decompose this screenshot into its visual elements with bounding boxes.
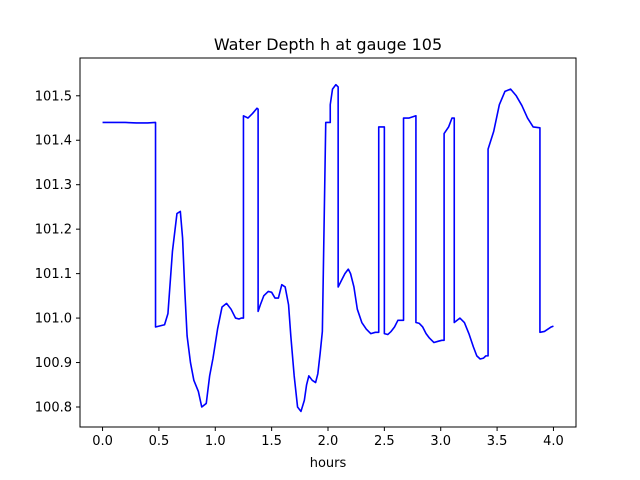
y-tick-label: 100.9 [35,356,72,371]
x-tick-label: 4.0 [543,434,564,449]
y-tick-label: 101.2 [35,223,72,238]
y-tick-label: 100.8 [35,400,72,415]
y-tick-label: 101.4 [35,134,72,149]
x-tick-label: 2.0 [318,434,339,449]
x-axis-label: hours [310,456,347,471]
x-tick-label: 2.5 [374,434,395,449]
plot-area [102,83,554,413]
y-tick-label: 101.3 [35,178,72,193]
plot-frame [79,57,577,428]
x-tick-label: 3.5 [487,434,508,449]
x-tick-label: 0.5 [149,434,170,449]
y-tick-label: 101.5 [35,89,72,104]
x-axis-ticks: 0.0 0.5 1.0 1.5 2.0 2.5 3.0 3.5 4.0 [92,427,564,449]
x-tick-label: 0.0 [92,434,113,449]
chart-title: Water Depth h at gauge 105 [214,35,442,54]
x-tick-label: 3.0 [430,434,451,449]
series-line-0 [102,83,554,413]
y-axis-ticks: 100.8 100.9 101.0 101.1 101.2 101.3 101.4 101.5 [35,89,80,415]
y-tick-label: 101.0 [35,312,72,327]
x-tick-label: 1.0 [205,434,226,449]
y-tick-label: 101.1 [35,267,72,282]
x-tick-label: 1.5 [261,434,282,449]
